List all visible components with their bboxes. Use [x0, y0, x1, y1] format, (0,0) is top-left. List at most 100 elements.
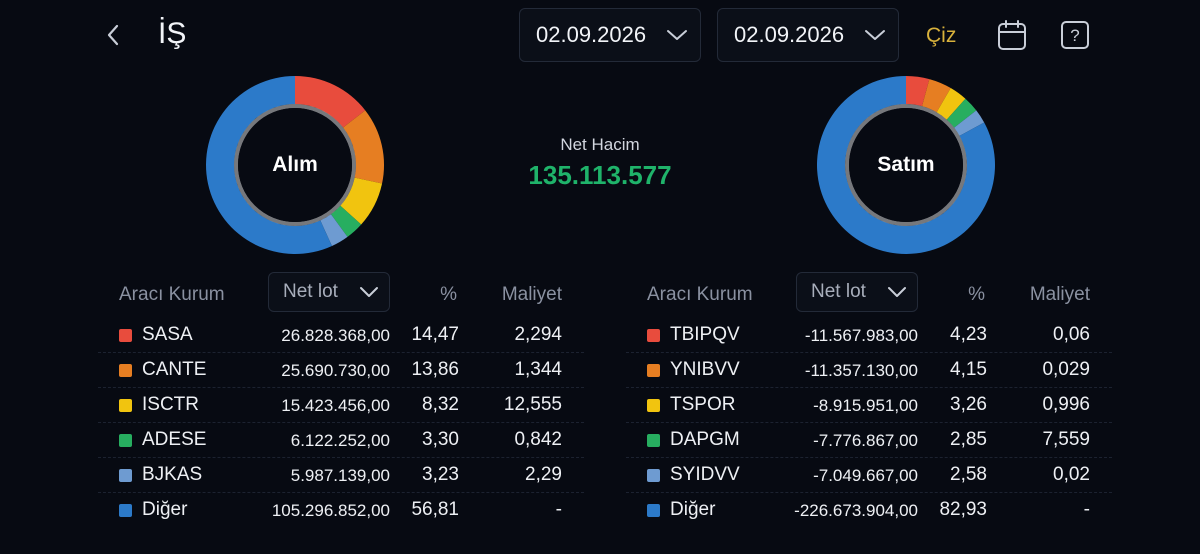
broker-name: ISCTR	[142, 394, 199, 415]
date-from-select[interactable]: 02.09.2026	[519, 8, 701, 62]
percent-value: 4,15	[950, 359, 987, 380]
legend-swatch	[119, 364, 132, 377]
draw-button[interactable]: Çiz	[926, 24, 957, 47]
help-icon: ?	[1061, 21, 1089, 49]
chevron-down-icon	[360, 287, 378, 297]
net-lot-value: 6.122.252,00	[290, 431, 390, 450]
donut-slice	[340, 177, 383, 225]
cost-column-header: Maliyet	[501, 284, 562, 305]
net-lot-value: 25.690.730,00	[281, 361, 390, 380]
calendar-icon	[998, 20, 1026, 50]
broker-name: DAPGM	[670, 429, 740, 450]
svg-text:?: ?	[1070, 26, 1079, 45]
legend-swatch	[119, 469, 132, 482]
table-row[interactable]: SASA 26.828.368,00 14,47 2,294	[98, 318, 584, 353]
sell-table-header: Aracı Kurum Net lot % Maliyet	[626, 272, 1112, 318]
percent-value: 3,26	[950, 394, 987, 415]
buy-metric-select[interactable]: Net lot	[268, 272, 390, 312]
percent-value: 14,47	[411, 324, 459, 345]
chevron-left-icon	[107, 24, 119, 46]
net-lot-value: -11.357.130,00	[804, 361, 918, 380]
table-row[interactable]: Diğer 105.296.852,00 56,81 -	[98, 493, 584, 528]
donut-slice	[295, 76, 366, 128]
table-row[interactable]: SYIDVV -7.049.667,00 2,58 0,02	[626, 458, 1112, 493]
cost-column-header: Maliyet	[1029, 284, 1090, 305]
net-lot-value: 105.296.852,00	[271, 501, 390, 520]
cost-value: 0,996	[1042, 394, 1090, 415]
net-lot-value: -7.776.867,00	[813, 431, 918, 450]
cost-value: 0,029	[1042, 359, 1090, 380]
net-lot-value: 15.423.456,00	[281, 396, 390, 415]
broker-column-header: Aracı Kurum	[119, 284, 225, 305]
percent-column-header: %	[440, 284, 457, 305]
legend-swatch	[119, 504, 132, 517]
donut-inner-ring	[845, 104, 967, 226]
date-to-select[interactable]: 02.09.2026	[717, 8, 899, 62]
chevron-down-icon	[667, 30, 687, 40]
table-row[interactable]: CANTE 25.690.730,00 13,86 1,344	[98, 353, 584, 388]
percent-value: 3,30	[422, 429, 459, 450]
net-lot-value: -8.915.951,00	[813, 396, 918, 415]
broker-name: TSPOR	[670, 394, 736, 415]
percent-value: 3,23	[422, 464, 459, 485]
legend-swatch	[647, 469, 660, 482]
table-row[interactable]: TSPOR -8.915.951,00 3,26 0,996	[626, 388, 1112, 423]
cost-value: 1,344	[514, 359, 562, 380]
legend-swatch	[647, 504, 660, 517]
table-row[interactable]: BJKAS 5.987.139,00 3,23 2,29	[98, 458, 584, 493]
table-row[interactable]: Diğer -226.673.904,00 82,93 -	[626, 493, 1112, 528]
legend-swatch	[119, 399, 132, 412]
buy-donut-chart: Alım	[200, 70, 390, 260]
net-lot-value: -226.673.904,00	[794, 501, 918, 520]
table-row[interactable]: YNIBVV -11.357.130,00 4,15 0,029	[626, 353, 1112, 388]
broker-name: CANTE	[142, 359, 207, 380]
page-title: İŞ	[158, 17, 187, 50]
broker-column-header: Aracı Kurum	[647, 284, 753, 305]
cost-value: -	[555, 499, 562, 520]
donut-slice	[906, 76, 930, 107]
legend-swatch	[647, 434, 660, 447]
cost-value: 0,02	[1053, 464, 1090, 485]
percent-value: 82,93	[939, 499, 987, 520]
calendar-button[interactable]	[996, 18, 1028, 52]
donut-hole	[849, 108, 963, 222]
donut-slice	[343, 110, 384, 184]
donut-hole	[238, 108, 352, 222]
table-row[interactable]: ADESE 6.122.252,00 3,30 0,842	[98, 423, 584, 458]
table-row[interactable]: TBIPQV -11.567.983,00 4,23 0,06	[626, 318, 1112, 353]
donut-inner-ring	[234, 104, 356, 226]
net-volume-value: 135.113.577	[528, 160, 672, 190]
percent-value: 2,85	[950, 429, 987, 450]
sell-table: Aracı Kurum Net lot % Maliyet TBIPQV -11.…	[626, 272, 1112, 528]
broker-name: YNIBVV	[670, 359, 740, 380]
table-row[interactable]: DAPGM -7.776.867,00 2,85 7,559	[626, 423, 1112, 458]
legend-swatch	[119, 329, 132, 342]
help-button[interactable]: ?	[1059, 18, 1091, 52]
table-row[interactable]: ISCTR 15.423.456,00 8,32 12,555	[98, 388, 584, 423]
buy-table-header: Aracı Kurum Net lot % Maliyet	[98, 272, 584, 318]
net-lot-value: -11.567.983,00	[804, 326, 918, 345]
buy-table: Aracı Kurum Net lot % Maliyet SASA 26.828…	[98, 272, 584, 528]
donut-slice	[320, 214, 348, 246]
percent-column-header: %	[968, 284, 985, 305]
sell-metric-select[interactable]: Net lot	[796, 272, 918, 312]
buy-chart-label: Alım	[272, 153, 318, 176]
donut-slice	[206, 76, 332, 254]
percent-value: 56,81	[411, 499, 459, 520]
legend-swatch	[647, 329, 660, 342]
cost-value: -	[1083, 499, 1090, 520]
percent-value: 4,23	[950, 324, 987, 345]
sell-table-body: TBIPQV -11.567.983,00 4,23 0,06 YNIBVV -11.35…	[626, 318, 1112, 528]
donut-slice	[330, 205, 362, 237]
legend-swatch	[647, 399, 660, 412]
net-volume-label: Net Hacim	[560, 135, 640, 154]
cost-value: 2,294	[514, 324, 562, 345]
cost-value: 0,06	[1053, 324, 1090, 345]
donut-slice	[954, 110, 985, 136]
back-button[interactable]	[98, 20, 128, 50]
broker-name: TBIPQV	[670, 324, 740, 345]
donut-slice	[817, 76, 995, 254]
net-lot-value: 26.828.368,00	[281, 326, 390, 345]
broker-name: Diğer	[142, 499, 188, 520]
net-lot-value: 5.987.139,00	[290, 466, 390, 485]
